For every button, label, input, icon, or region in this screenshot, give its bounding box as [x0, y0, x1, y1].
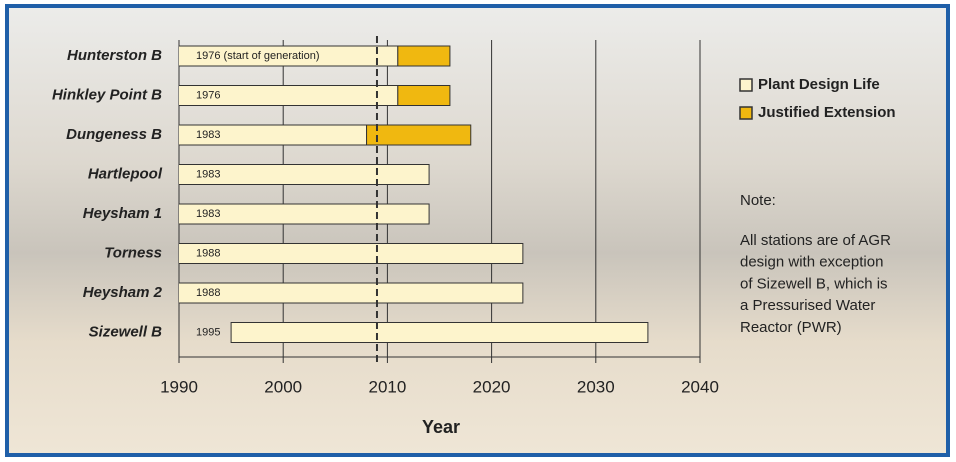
x-tick-label: 2000 [264, 377, 302, 396]
legend-label: Justified Extension [758, 104, 896, 121]
legend-swatch [739, 106, 753, 120]
category-label: Heysham 1 [83, 205, 162, 222]
legend-swatch [739, 78, 753, 92]
x-tick-label: 2030 [577, 377, 615, 396]
bar-segment [366, 124, 472, 146]
category-label: Sizewell B [89, 323, 163, 340]
panel [5, 4, 950, 457]
bar-segment [230, 322, 649, 343]
legend-label: Plant Design Life [758, 76, 880, 93]
start-label: 1988 [196, 247, 220, 259]
category-label: Dungeness B [66, 126, 162, 143]
category-label: Hinkley Point B [52, 86, 162, 103]
start-label: 1976 [196, 89, 220, 101]
note-line: a Pressurised Water [740, 297, 875, 314]
note-line: of Sizewell B, which is [740, 275, 888, 292]
category-label: Heysham 2 [83, 284, 163, 301]
x-tick-label: 1990 [160, 377, 198, 396]
start-label: 1983 [196, 208, 220, 220]
x-tick-label: 2010 [368, 377, 406, 396]
start-label: 1983 [196, 168, 220, 180]
bar-segment [179, 203, 430, 225]
bar-segment [397, 45, 451, 67]
note-title: Note: [740, 192, 776, 209]
note-line: Reactor (PWR) [740, 319, 842, 336]
start-label: 1995 [196, 326, 220, 338]
start-label: 1983 [196, 129, 220, 141]
start-label: 1988 [196, 287, 220, 299]
note-line: design with exception [740, 254, 883, 271]
x-tick-label: 2040 [681, 377, 719, 396]
bar-segment [397, 85, 451, 106]
bar-segment [179, 282, 524, 304]
bars [179, 45, 649, 343]
x-axis-title: Year [422, 417, 460, 437]
category-label: Torness [104, 244, 162, 261]
note-line: All stations are of AGR [740, 232, 891, 249]
bar-segment [179, 243, 524, 264]
bar-segment [179, 164, 430, 185]
start-label: 1976 (start of generation) [196, 50, 320, 62]
category-label: Hartlepool [88, 165, 163, 182]
x-tick-label: 2020 [473, 377, 511, 396]
category-label: Hunterston B [67, 47, 162, 64]
